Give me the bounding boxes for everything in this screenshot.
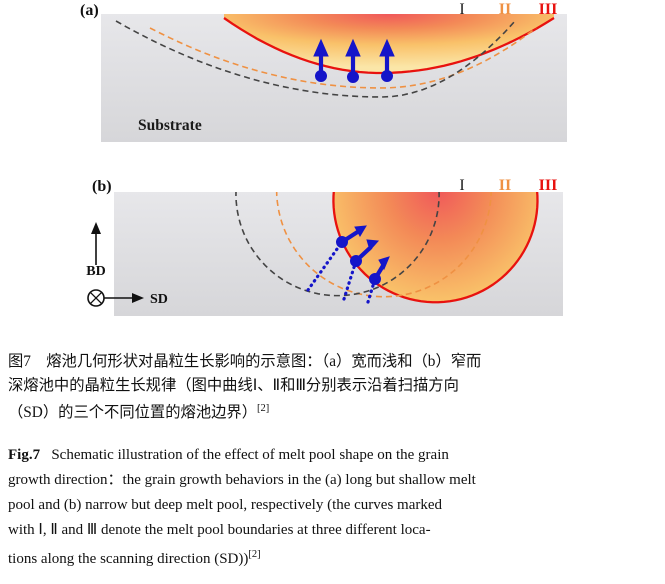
svg-text:SD: SD [150,292,168,307]
svg-text:BD: BD [86,264,105,279]
